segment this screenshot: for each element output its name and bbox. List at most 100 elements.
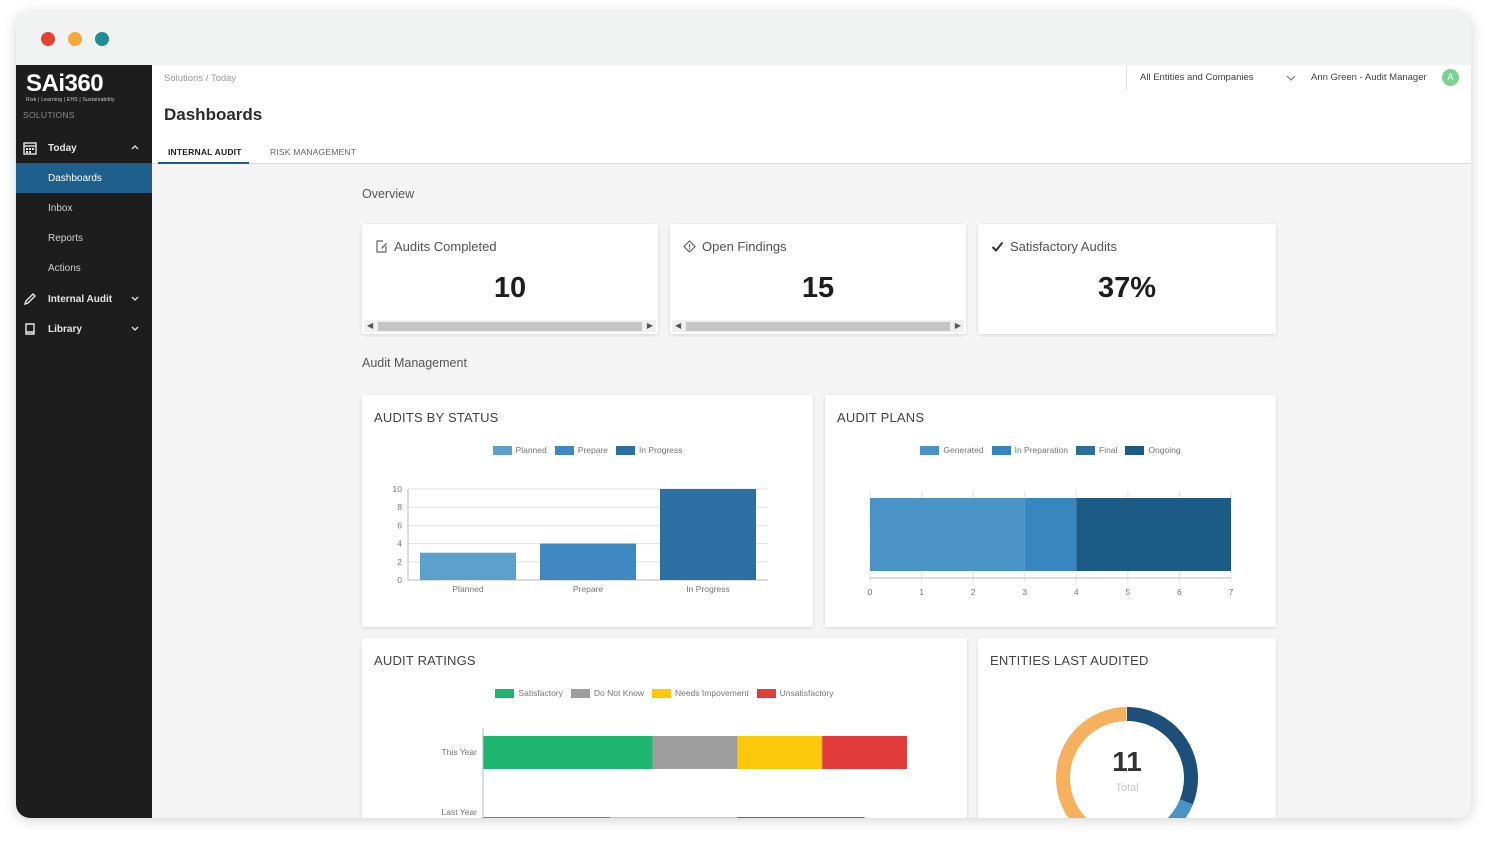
solutions-label: SOLUTIONS bbox=[23, 110, 75, 120]
chart-title: ENTITIES LAST AUDITED bbox=[990, 653, 1149, 668]
x-tick-label: 3 bbox=[1022, 587, 1027, 597]
user-menu[interactable]: Ann Green - Audit Manager bbox=[1311, 72, 1427, 83]
legend-item[interactable]: Do Not Know bbox=[570, 688, 644, 698]
y-tick-label: 6 bbox=[397, 520, 402, 530]
scroll-left-icon[interactable]: ◀ bbox=[367, 321, 374, 330]
legend-label: Do Not Know bbox=[593, 688, 644, 698]
x-tick-label: 1 bbox=[919, 587, 924, 597]
scroll-thumb[interactable] bbox=[686, 322, 950, 331]
kpi-card-audits-completed[interactable]: Audits Completed 10 ◀ ▶ bbox=[362, 224, 658, 334]
legend-swatch bbox=[920, 445, 940, 455]
entity-select-value: All Entities and Companies bbox=[1140, 72, 1254, 83]
sidebar-item-reports[interactable]: Reports bbox=[16, 223, 152, 253]
chevron-down-icon bbox=[131, 296, 139, 301]
audits-by-status-chart: 0 2 4 6 8 10 Planned Prepare In Progress bbox=[393, 484, 768, 594]
donut-slice bbox=[1056, 707, 1127, 818]
kpi-scrollbar[interactable]: ◀ ▶ bbox=[672, 320, 964, 332]
calendar-icon bbox=[23, 142, 37, 155]
chart-title: AUDITS BY STATUS bbox=[374, 410, 499, 425]
legend-item[interactable]: In Preparation bbox=[991, 445, 1068, 455]
legend-swatch bbox=[756, 688, 776, 698]
bar-segment bbox=[483, 817, 611, 818]
bar-segment bbox=[1076, 498, 1231, 571]
legend-item[interactable]: Planned bbox=[492, 445, 547, 455]
legend-item[interactable]: Satisfactory bbox=[495, 688, 563, 698]
sidebar-item-dashboards[interactable]: Dashboards bbox=[16, 163, 152, 193]
x-tick-label: 6 bbox=[1177, 587, 1182, 597]
kpi-scrollbar[interactable]: ◀ ▶ bbox=[364, 320, 656, 332]
legend-item[interactable]: Prepare bbox=[554, 445, 608, 455]
sidebar-item-actions[interactable]: Actions bbox=[16, 253, 152, 283]
title-bar bbox=[16, 12, 1471, 65]
bar bbox=[420, 552, 516, 580]
logo[interactable]: SAi360 Risk | Learning | EHS | Sustainab… bbox=[26, 71, 136, 107]
edit-doc-icon bbox=[376, 240, 387, 253]
pen-icon bbox=[23, 293, 36, 306]
book-icon bbox=[25, 323, 35, 335]
kpi-label: Satisfactory Audits bbox=[1010, 239, 1117, 254]
legend-item[interactable]: In Progress bbox=[615, 445, 683, 455]
bar-segment bbox=[652, 736, 738, 769]
sidebar-item-label: Today bbox=[48, 142, 77, 154]
scroll-thumb[interactable] bbox=[378, 322, 642, 331]
app-window: SAi360 Risk | Learning | EHS | Sustainab… bbox=[16, 12, 1471, 818]
legend-swatch bbox=[570, 688, 590, 698]
legend-label: Planned bbox=[515, 445, 547, 455]
y-tick-label: 0 bbox=[397, 575, 402, 585]
kpi-card-open-findings[interactable]: Open Findings 15 ◀ ▶ bbox=[670, 224, 966, 334]
chart-card-audit-plans: AUDIT PLANS Generated In Preparation Final… bbox=[825, 395, 1276, 627]
legend-item[interactable]: Ongoing bbox=[1125, 445, 1181, 455]
sidebar-item-internal-audit[interactable]: Internal Audit bbox=[16, 284, 152, 314]
y-tick-label: 10 bbox=[393, 484, 403, 494]
scroll-right-icon[interactable]: ▶ bbox=[646, 321, 653, 330]
sidebar-item-library[interactable]: Library bbox=[16, 314, 152, 344]
kpi-card-satisfactory-audits[interactable]: Satisfactory Audits 37% bbox=[978, 224, 1276, 334]
donut-slice bbox=[1126, 707, 1198, 805]
legend-label: In Progress bbox=[638, 445, 683, 455]
legend-swatch bbox=[495, 688, 515, 698]
legend-swatch bbox=[991, 445, 1011, 455]
entity-select[interactable]: All Entities and Companies bbox=[1126, 65, 1296, 91]
bar-segment bbox=[870, 498, 1025, 571]
x-tick-label: 2 bbox=[971, 587, 976, 597]
bar bbox=[660, 489, 756, 580]
legend-item[interactable]: Generated bbox=[920, 445, 984, 455]
sidebar: SAi360 Risk | Learning | EHS | Sustainab… bbox=[16, 65, 152, 818]
check-icon bbox=[991, 241, 1004, 252]
sidebar-item-today[interactable]: Today bbox=[16, 133, 152, 163]
bar-segment bbox=[483, 736, 653, 769]
legend-item[interactable]: Needs Impovement bbox=[651, 688, 749, 698]
legend-swatch bbox=[1076, 445, 1095, 455]
legend-item[interactable]: Unsatisfactory bbox=[756, 688, 834, 698]
sidebar-item-inbox[interactable]: Inbox bbox=[16, 193, 152, 223]
scroll-left-icon[interactable]: ◀ bbox=[675, 321, 682, 330]
legend-swatch bbox=[1125, 445, 1145, 455]
breadcrumb[interactable]: Solutions / Today bbox=[164, 73, 237, 84]
legend-label: Generated bbox=[943, 445, 984, 455]
sidebar-item-label: Dashboards bbox=[48, 172, 102, 184]
tab-risk-management[interactable]: RISK MANAGEMENT bbox=[270, 147, 357, 157]
close-window-icon[interactable] bbox=[41, 32, 55, 46]
page-title: Dashboards bbox=[164, 105, 263, 124]
y-tick-label: 2 bbox=[397, 557, 402, 567]
legend-label: Satisfactory bbox=[518, 688, 563, 698]
audit-ratings-chart: This Year Last Year bbox=[442, 728, 907, 818]
bar-segment bbox=[822, 736, 907, 769]
legend-label: Ongoing bbox=[1148, 445, 1181, 455]
scroll-right-icon[interactable]: ▶ bbox=[954, 321, 961, 330]
bar-segment bbox=[737, 736, 823, 769]
chart-legend: Generated In Preparation Final Ongoing bbox=[825, 445, 1276, 455]
legend-swatch bbox=[492, 445, 512, 455]
tab-internal-audit[interactable]: INTERNAL AUDIT bbox=[158, 141, 249, 164]
legend-label: In Preparation bbox=[1014, 445, 1068, 455]
x-tick-label: 5 bbox=[1125, 587, 1130, 597]
legend-item[interactable]: Final bbox=[1076, 445, 1117, 455]
kpi-value: 37% bbox=[1097, 272, 1157, 304]
kpi-label: Audits Completed bbox=[394, 239, 497, 254]
audit-plans-chart: 0 1 2 3 4 5 6 7 bbox=[868, 491, 1234, 597]
minimize-window-icon[interactable] bbox=[68, 32, 82, 46]
maximize-window-icon[interactable] bbox=[95, 32, 109, 46]
chart-title: AUDIT RATINGS bbox=[374, 653, 476, 668]
entities-donut-chart: 11 Total bbox=[1056, 707, 1198, 818]
avatar[interactable]: A bbox=[1442, 69, 1459, 86]
